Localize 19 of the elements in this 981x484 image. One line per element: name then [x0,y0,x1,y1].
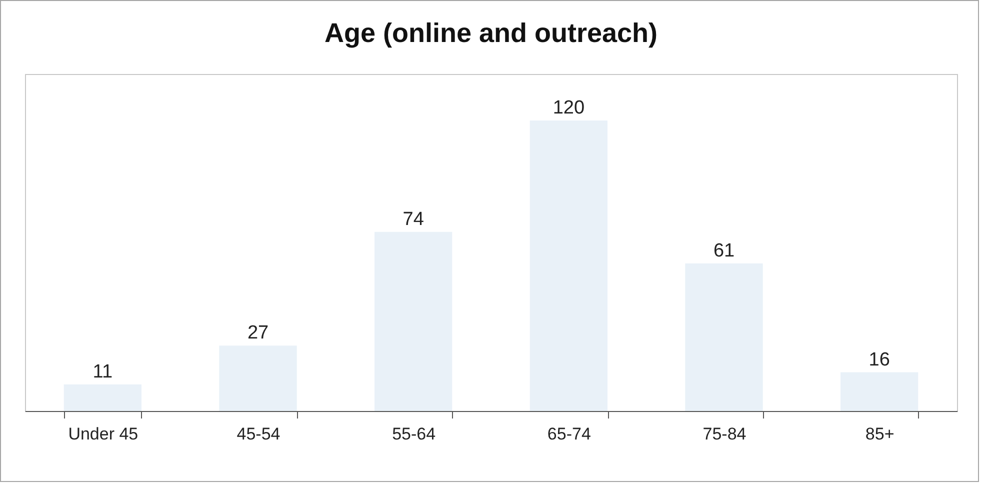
data-label: 120 [552,97,585,118]
bar [219,346,297,411]
x-tick-label: 45-54 [236,424,280,444]
bar [374,232,452,411]
x-tick-label: 75-84 [702,424,746,444]
x-tick-label: 55-64 [392,424,436,444]
bar [685,263,763,411]
x-tick-label: Under 45 [68,424,138,444]
chart-title: Age (online and outreach) [324,18,658,48]
data-label: 27 [247,322,269,344]
bar [64,384,142,411]
data-label: 74 [402,208,424,230]
bar [840,372,918,411]
x-tick-label: 85+ [865,424,894,444]
data-label: 16 [868,349,890,370]
data-label: 11 [92,361,113,382]
x-tick-label: 65-74 [547,424,591,444]
bar [530,120,608,411]
data-label: 61 [713,240,735,262]
